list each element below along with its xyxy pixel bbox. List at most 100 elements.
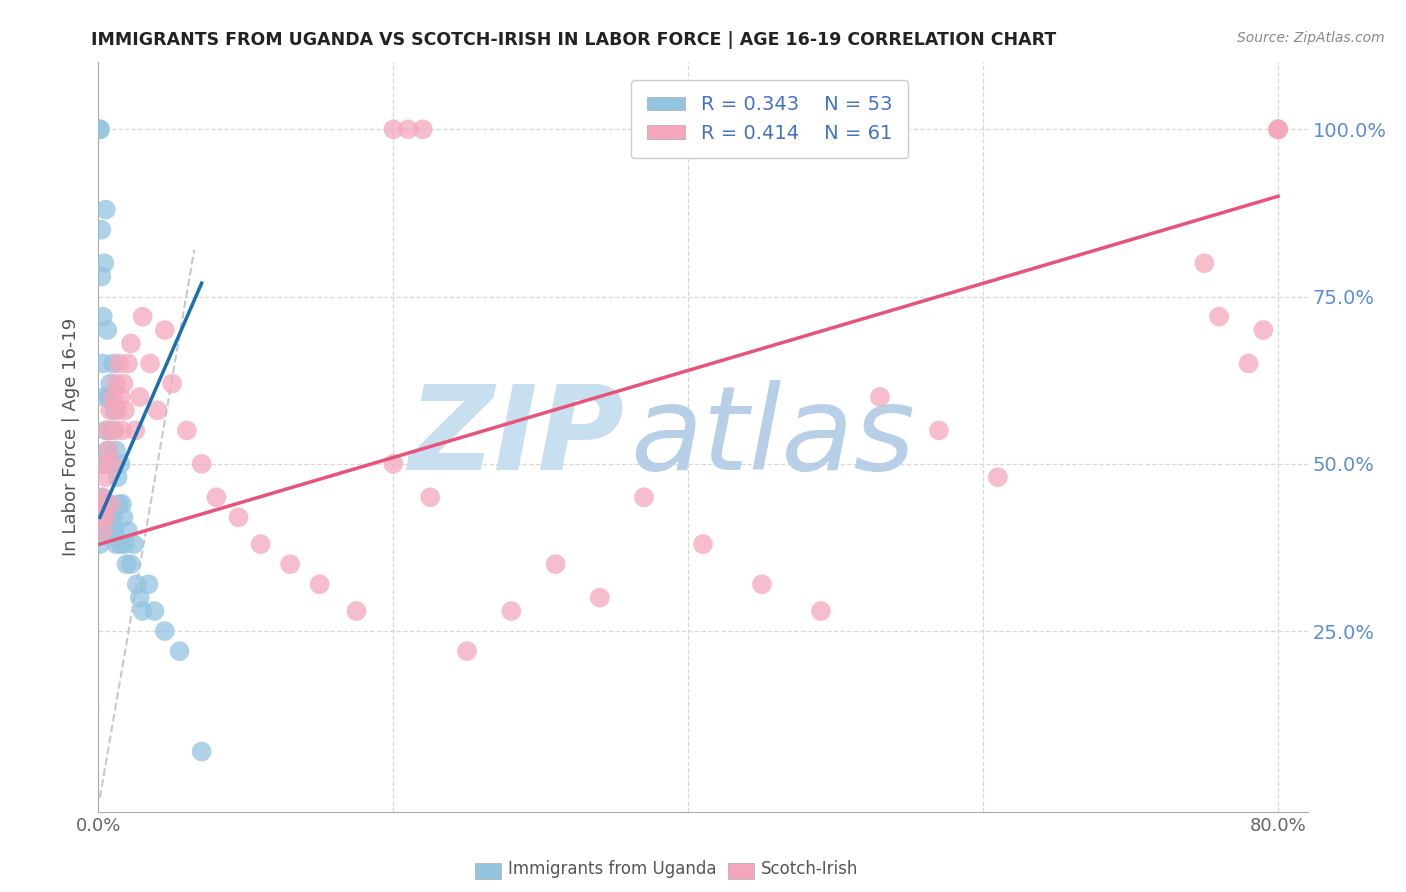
Point <box>91 457 114 471</box>
Point <box>98 497 121 511</box>
Point <box>91 356 114 371</box>
Text: IMMIGRANTS FROM UGANDA VS SCOTCH-IRISH IN LABOR FORCE | AGE 16-19 CORRELATION CH: IMMIGRANTS FROM UGANDA VS SCOTCH-IRISH I… <box>91 31 1057 49</box>
Point <box>1253 323 1275 337</box>
Point <box>96 323 118 337</box>
Point <box>751 577 773 591</box>
Y-axis label: In Labor Force | Age 16-19: In Labor Force | Age 16-19 <box>62 318 80 557</box>
Point <box>89 510 111 524</box>
Point <box>382 122 405 136</box>
Point <box>589 591 612 605</box>
Point <box>114 403 136 417</box>
Point <box>94 470 117 484</box>
Point <box>94 510 117 524</box>
Point <box>98 510 121 524</box>
Point <box>100 424 122 438</box>
Point <box>110 457 132 471</box>
Point <box>128 390 150 404</box>
Point <box>128 591 150 605</box>
Point <box>100 524 122 538</box>
Point <box>108 497 131 511</box>
Point <box>124 424 146 438</box>
Point <box>382 457 405 471</box>
Point <box>93 256 115 270</box>
Point <box>117 524 139 538</box>
Point <box>633 491 655 505</box>
Point <box>97 390 120 404</box>
Point <box>94 510 117 524</box>
Point <box>115 557 138 572</box>
Point <box>89 537 111 551</box>
Point <box>114 537 136 551</box>
Point <box>1267 122 1289 136</box>
Point <box>1208 310 1230 324</box>
Point <box>412 122 434 136</box>
Point <box>94 424 117 438</box>
Point <box>105 537 128 551</box>
Point <box>89 122 111 136</box>
Point <box>101 510 124 524</box>
Point <box>205 491 228 505</box>
Point <box>308 577 330 591</box>
Point <box>107 470 129 484</box>
Point <box>1237 356 1260 371</box>
Point <box>146 403 169 417</box>
Point <box>89 122 111 136</box>
Point <box>160 376 183 391</box>
Point <box>153 624 176 639</box>
Point <box>104 524 127 538</box>
Point <box>125 577 148 591</box>
Point <box>501 604 523 618</box>
Point <box>91 524 114 538</box>
Point <box>111 424 134 438</box>
Point <box>104 403 127 417</box>
Point <box>101 356 124 371</box>
Point <box>90 223 112 237</box>
Point <box>110 537 132 551</box>
Point <box>107 403 129 417</box>
Point <box>544 557 567 572</box>
Point <box>105 376 128 391</box>
Point <box>692 537 714 551</box>
Point <box>98 376 121 391</box>
Point <box>91 510 114 524</box>
Point <box>90 491 112 505</box>
Point <box>139 356 162 371</box>
Point <box>89 510 111 524</box>
Point <box>190 457 212 471</box>
Point <box>120 557 142 572</box>
Point <box>97 443 120 458</box>
Text: Immigrants from Uganda: Immigrants from Uganda <box>508 860 716 878</box>
Point <box>143 604 166 618</box>
Point <box>105 443 128 458</box>
Point <box>112 376 135 391</box>
Point <box>100 457 122 471</box>
Point <box>90 269 112 284</box>
Point <box>93 390 115 404</box>
Point <box>190 744 212 758</box>
Point <box>278 557 301 572</box>
Point <box>108 356 131 371</box>
Point <box>94 202 117 217</box>
Text: ZIP: ZIP <box>408 380 624 494</box>
Point <box>810 604 832 618</box>
Point <box>120 336 142 351</box>
Point <box>93 457 115 471</box>
Point <box>101 390 124 404</box>
Point <box>97 497 120 511</box>
Point <box>91 491 114 505</box>
Point <box>869 390 891 404</box>
Text: Source: ZipAtlas.com: Source: ZipAtlas.com <box>1237 31 1385 45</box>
Point <box>90 497 112 511</box>
Point <box>131 310 153 324</box>
Point <box>104 424 127 438</box>
Point <box>117 356 139 371</box>
Point <box>1194 256 1216 270</box>
Point <box>928 424 950 438</box>
Point <box>112 510 135 524</box>
Point <box>98 403 121 417</box>
Point <box>1267 122 1289 136</box>
Point <box>90 524 112 538</box>
Point <box>176 424 198 438</box>
Point <box>131 604 153 618</box>
Point <box>419 491 441 505</box>
